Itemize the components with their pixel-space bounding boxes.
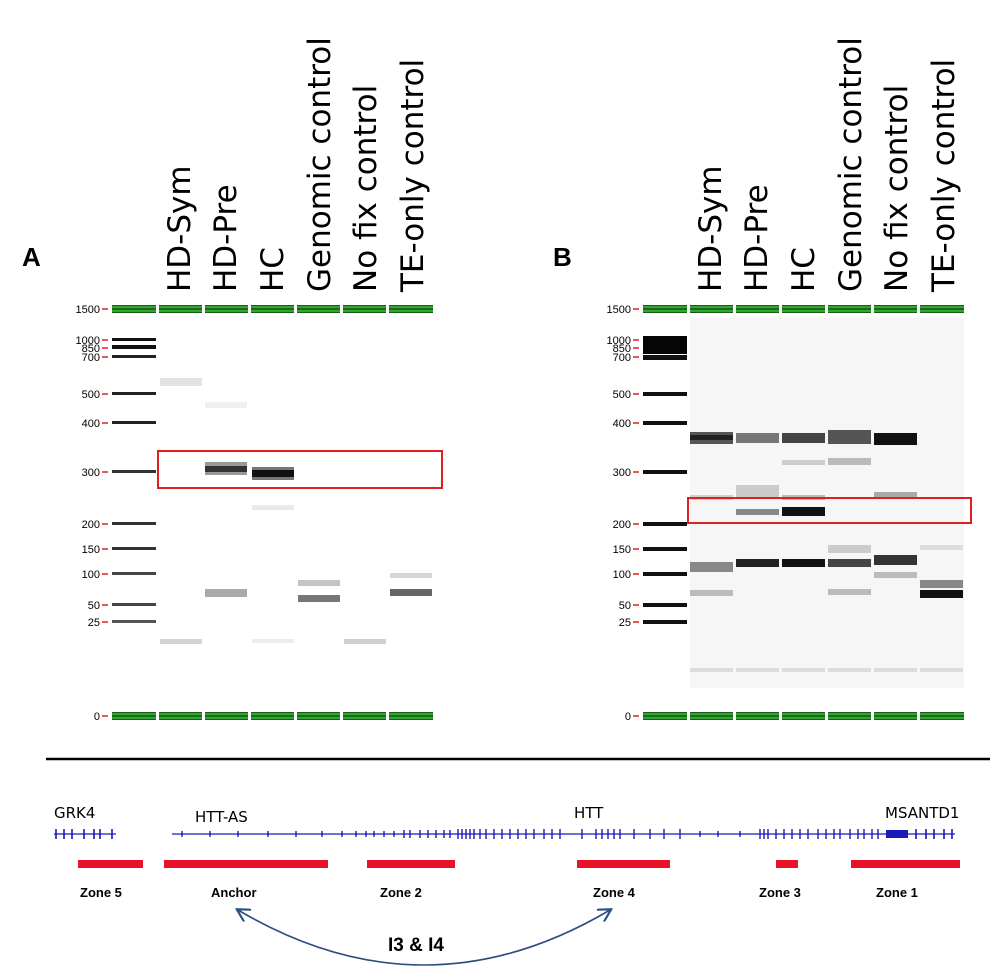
lane-label-hd-sym: HD-Sym bbox=[693, 165, 729, 292]
ladder-label-50: 50 bbox=[619, 600, 631, 612]
ladder-label-150: 150 bbox=[613, 544, 631, 556]
ladder-label-25: 25 bbox=[619, 617, 631, 629]
ladder-label-100: 100 bbox=[82, 569, 100, 581]
panel-b-letter: B bbox=[553, 242, 572, 272]
panel-a-ladder-ticks bbox=[102, 308, 108, 717]
lane-label-no-fix-control: No fix control bbox=[879, 85, 915, 292]
interaction-arc bbox=[238, 910, 610, 966]
zone-bars bbox=[78, 860, 960, 868]
ladder-label-1000: 1000 bbox=[76, 335, 100, 347]
ladder-label-200: 200 bbox=[613, 519, 631, 531]
ladder-label-300: 300 bbox=[82, 467, 100, 479]
panel-b-ladder-ticks bbox=[633, 308, 639, 717]
zone-bar-1 bbox=[851, 860, 960, 868]
panel-a-ladder-labels: 1500 1000 850 700 500 400 300 200 150 10… bbox=[76, 304, 100, 723]
ladder-label-500: 500 bbox=[82, 389, 100, 401]
panel-b: B HD-Sym HD-Pre HC Genomic control No fi… bbox=[553, 37, 972, 726]
panel-b-sample-bands bbox=[690, 430, 963, 672]
panel-b-marker-bands bbox=[643, 305, 964, 720]
gene-label-grk4: GRK4 bbox=[54, 804, 95, 822]
lane-label-hc: HC bbox=[786, 247, 822, 292]
ladder-label-1500: 1500 bbox=[76, 304, 100, 316]
zone-label-4: Zone 4 bbox=[593, 885, 636, 900]
gene-label-htt: HTT bbox=[574, 804, 604, 822]
panel-b-lane-labels: HD-Sym HD-Pre HC Genomic control No fix … bbox=[693, 37, 962, 293]
zone-bar-3 bbox=[776, 860, 798, 868]
zone-label-5: Zone 5 bbox=[80, 885, 122, 900]
zone-bar-5 bbox=[78, 860, 143, 868]
zone-label-1: Zone 1 bbox=[876, 885, 918, 900]
panel-a: A HD-Sym HD-Pre HC Genomic control No fi… bbox=[22, 37, 443, 726]
panel-b-highlight-box bbox=[687, 497, 972, 524]
zone-label-3: Zone 3 bbox=[759, 885, 801, 900]
zone-bar-anchor bbox=[164, 860, 328, 868]
ladder-label-50: 50 bbox=[88, 600, 100, 612]
gene-track bbox=[54, 829, 955, 839]
ladder-label-25: 25 bbox=[88, 617, 100, 629]
ladder-label-400: 400 bbox=[613, 418, 631, 430]
ladder-label-0: 0 bbox=[625, 711, 631, 723]
ladder-label-850: 850 bbox=[613, 343, 631, 355]
ladder-label-1000: 1000 bbox=[607, 335, 631, 347]
ladder-label-400: 400 bbox=[82, 418, 100, 430]
ladder-label-500: 500 bbox=[613, 389, 631, 401]
zone-label-2: Zone 2 bbox=[380, 885, 422, 900]
lane-label-te-only-control: TE-only control bbox=[926, 59, 962, 293]
ladder-label-1500: 1500 bbox=[607, 304, 631, 316]
lane-label-no-fix-control: No fix control bbox=[348, 85, 384, 292]
panel-a-highlight-box bbox=[157, 450, 443, 489]
ladder-label-850: 850 bbox=[82, 343, 100, 355]
panel-b-ladder-labels: 1500 1000 850 700 500 400 300 200 150 10… bbox=[607, 304, 631, 723]
lane-label-hc: HC bbox=[255, 247, 291, 292]
gene-label-htt-as: HTT-AS bbox=[195, 808, 248, 826]
ladder-label-100: 100 bbox=[613, 569, 631, 581]
ladder-label-0: 0 bbox=[94, 711, 100, 723]
panel-b-ladder-lane bbox=[643, 336, 687, 624]
panel-a-ladder-lane bbox=[112, 338, 156, 623]
panel-a-marker-bands bbox=[112, 305, 433, 720]
ladder-label-200: 200 bbox=[82, 519, 100, 531]
zone-bar-2 bbox=[367, 860, 455, 868]
lane-label-genomic-control: Genomic control bbox=[833, 37, 869, 292]
panel-a-lane-labels: HD-Sym HD-Pre HC Genomic control No fix … bbox=[162, 37, 431, 293]
genomic-map: GRK4 HTT-AS HTT MSANTD1 Zone 5 Anchor Zo… bbox=[54, 804, 960, 966]
panel-b-gel bbox=[643, 300, 972, 726]
interaction-label: I3 & I4 bbox=[388, 935, 444, 956]
zone-bar-4 bbox=[577, 860, 670, 868]
gene-label-msantd1: MSANTD1 bbox=[885, 804, 959, 822]
lane-label-hd-pre: HD-Pre bbox=[739, 184, 775, 292]
ladder-label-700: 700 bbox=[82, 352, 100, 364]
lane-label-hd-pre: HD-Pre bbox=[208, 184, 244, 292]
ladder-label-700: 700 bbox=[613, 352, 631, 364]
lane-label-hd-sym: HD-Sym bbox=[162, 165, 198, 292]
lane-label-genomic-control: Genomic control bbox=[302, 37, 338, 292]
ladder-label-150: 150 bbox=[82, 544, 100, 556]
zone-label-anchor: Anchor bbox=[211, 885, 257, 900]
lane-label-te-only-control: TE-only control bbox=[395, 59, 431, 293]
panel-a-letter: A bbox=[22, 242, 41, 272]
panel-a-gel bbox=[112, 300, 443, 726]
ladder-label-300: 300 bbox=[613, 467, 631, 479]
panel-a-sample-bands bbox=[160, 378, 432, 644]
